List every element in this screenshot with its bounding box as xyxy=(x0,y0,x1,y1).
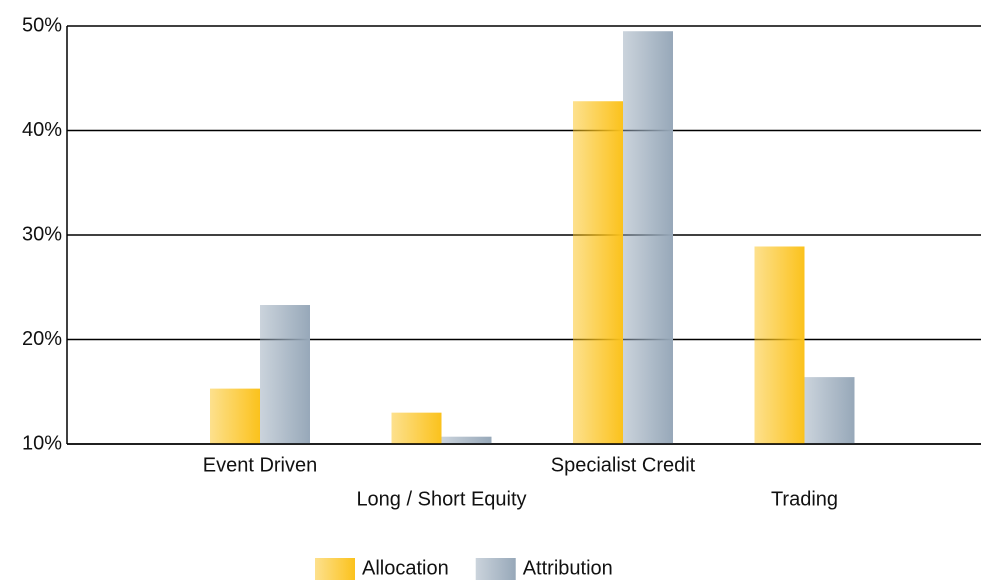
y-tick-label: 40% xyxy=(22,119,62,141)
bar xyxy=(804,377,855,444)
bar xyxy=(623,31,673,444)
x-tick-label: Trading xyxy=(771,488,838,510)
legend-swatch xyxy=(315,558,355,580)
y-tick-label: 30% xyxy=(22,223,62,245)
bar xyxy=(573,101,623,445)
x-tick-label: Event Driven xyxy=(203,454,318,476)
y-tick-label: 10% xyxy=(22,432,62,454)
bar xyxy=(260,305,310,444)
y-tick-label: 20% xyxy=(22,328,62,350)
bar xyxy=(441,436,492,444)
legend-label: Attribution xyxy=(523,557,613,579)
y-tick-label: 50% xyxy=(22,14,62,36)
legend-swatch xyxy=(475,558,516,580)
x-tick-label: Specialist Credit xyxy=(551,454,696,476)
bar xyxy=(391,412,442,444)
legend-label: Allocation xyxy=(362,557,449,579)
x-tick-label: Long / Short Equity xyxy=(356,488,526,510)
bar xyxy=(210,388,260,444)
bar xyxy=(754,246,805,444)
